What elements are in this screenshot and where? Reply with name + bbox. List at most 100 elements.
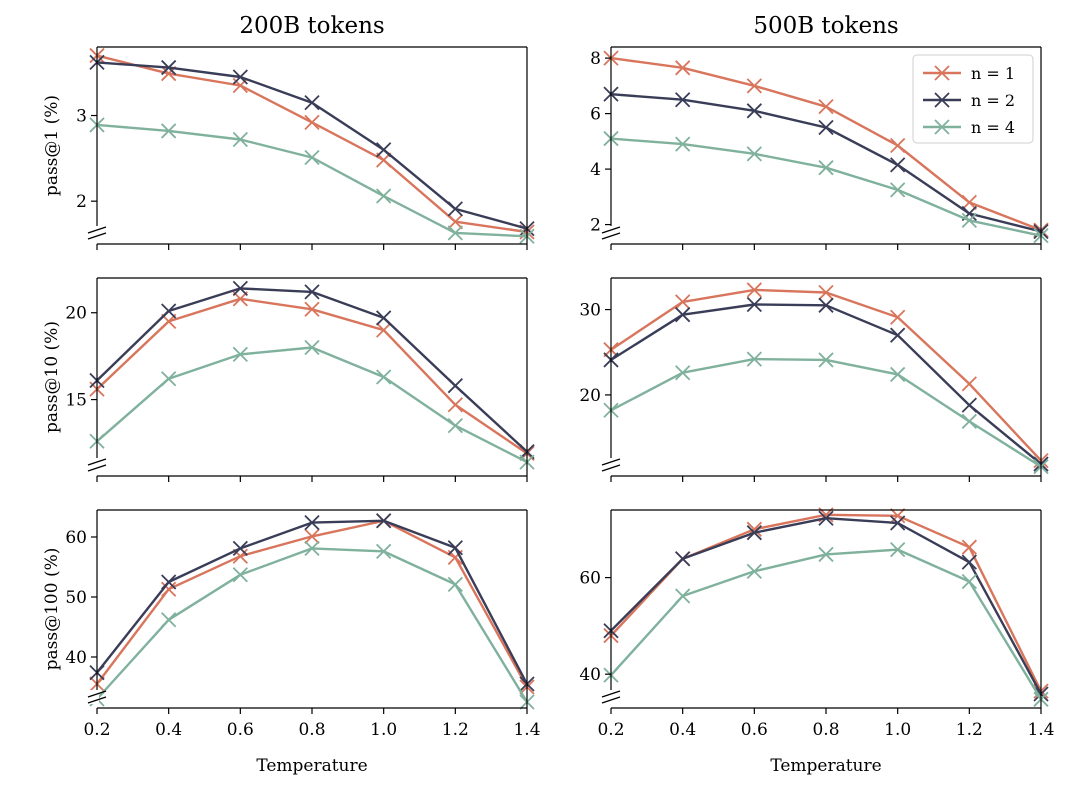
data-point-3-2-1: [675, 365, 691, 381]
y-tick-label-2-1: 20: [65, 304, 87, 324]
axis-break-mark-5-b: [601, 696, 621, 704]
data-point-0-2-4: [376, 188, 392, 204]
data-point-3-2-2: [746, 351, 762, 367]
axis-break-mark-3-b: [601, 464, 621, 472]
data-point-1-2-5: [961, 212, 977, 229]
data-point-1-2-1: [675, 136, 691, 152]
data-point-2-1-2: [232, 280, 248, 297]
data-point-0-0-3: [304, 114, 320, 131]
x-tick-label-4-5: 1.2: [442, 720, 469, 740]
x-axis-label-5: Temperature: [770, 756, 881, 776]
legend-marker-0: [934, 65, 950, 81]
axis-break-mark-0-a: [87, 226, 107, 234]
x-axis-label-4: Temperature: [256, 756, 367, 776]
axis-break-mark-0-b: [87, 232, 107, 240]
axis-break-mark-2-b: [87, 464, 107, 472]
data-point-2-1-3: [304, 284, 320, 300]
panel-title-0: 200B tokens: [239, 13, 384, 39]
data-point-1-1-3: [818, 119, 834, 136]
x-tick-label-4-3: 0.8: [298, 720, 325, 740]
x-tick-label-4-6: 1.4: [513, 720, 540, 740]
data-point-2-2-2: [232, 346, 248, 363]
data-point-3-0-1: [675, 294, 691, 310]
data-point-0-2-5: [447, 225, 463, 241]
x-tick-label-4-1: 0.4: [155, 720, 182, 740]
axis-break-mark-1-a: [601, 226, 621, 234]
data-point-1-0-5: [961, 194, 977, 211]
series-line-1-2: [610, 137, 1042, 237]
data-point-4-1-2: [232, 540, 248, 557]
panel-title-1: 500B tokens: [753, 13, 898, 39]
y-tick-label-5-0: 40: [579, 665, 601, 685]
data-point-3-1-2: [746, 296, 762, 313]
data-point-2-2-1: [161, 371, 177, 387]
data-point-5-1-4: [890, 515, 906, 531]
legend-marker-2: [934, 119, 950, 135]
data-point-4-2-1: [161, 612, 177, 628]
data-point-3-0-2: [746, 282, 762, 298]
data-point-2-1-5: [447, 378, 463, 394]
series-line-0-0: [96, 54, 528, 234]
data-point-5-1-3: [818, 510, 834, 526]
axis-break-mark-3-a: [601, 458, 621, 466]
data-point-4-1-4: [376, 513, 392, 529]
data-point-4-0-1: [161, 581, 177, 597]
legend-label-2: n = 4: [971, 118, 1015, 137]
y-tick-label-1-0: 2: [590, 216, 601, 236]
data-point-4-1-1: [161, 574, 177, 590]
data-point-5-2-3: [818, 546, 834, 563]
series-line-2-1: [96, 287, 528, 453]
axis-break-mark-4-b: [87, 696, 107, 704]
data-point-4-2-3: [304, 540, 320, 557]
data-point-1-0-4: [890, 137, 906, 154]
data-point-2-1-4: [376, 310, 392, 326]
legend-marker-1: [934, 92, 950, 108]
data-point-3-1-3: [818, 297, 834, 313]
data-point-5-0-5: [961, 539, 977, 555]
data-point-3-2-4: [890, 366, 906, 383]
legend-label-0: n = 1: [971, 64, 1015, 83]
series-line-0-1: [96, 61, 528, 230]
series-line-4-0: [96, 519, 529, 688]
x-tick-label-5-4: 1.0: [884, 720, 911, 740]
data-point-4-1-3: [304, 514, 320, 531]
data-point-1-1-4: [890, 157, 906, 173]
data-point-5-1-1: [675, 551, 691, 567]
data-point-4-2-5: [447, 576, 463, 593]
x-tick-label-4-4: 1.0: [370, 720, 397, 740]
data-point-5-1-2: [746, 525, 762, 541]
data-point-5-2-2: [746, 563, 762, 579]
data-point-2-0-5: [447, 397, 463, 413]
series-line-2-2: [96, 346, 528, 464]
data-point-4-2-2: [232, 567, 248, 583]
data-point-2-0-3: [304, 301, 320, 317]
data-point-3-0-4: [890, 309, 906, 325]
x-tick-label-5-6: 1.4: [1027, 720, 1054, 740]
data-point-5-2-1: [675, 588, 691, 604]
y-axis-label-0: pass@1 (%): [42, 95, 62, 196]
data-point-1-2-2: [746, 146, 762, 162]
y-tick-label-2-0: 15: [65, 391, 87, 411]
legend-label-1: n = 2: [971, 91, 1015, 110]
data-point-0-1-1: [161, 59, 177, 76]
x-tick-label-5-3: 0.8: [812, 720, 839, 740]
series-line-5-1: [610, 517, 1043, 695]
y-axis-label-2: pass@10 (%): [42, 321, 62, 433]
data-point-5-0-4: [890, 508, 906, 524]
y-tick-label-4-2: 60: [65, 528, 87, 548]
y-tick-label-1-1: 4: [590, 160, 601, 180]
y-axis-label-4: pass@100 (%): [42, 548, 62, 671]
y-tick-label-0-0: 2: [76, 192, 87, 212]
axis-break-mark-5-a: [601, 690, 621, 698]
data-point-3-2-3: [818, 352, 834, 368]
series-line-0-2: [96, 123, 528, 238]
y-tick-label-5-1: 60: [579, 569, 601, 589]
x-tick-label-4-2: 0.6: [227, 720, 254, 740]
x-tick-label-5-2: 0.6: [741, 720, 768, 740]
data-point-3-0-5: [961, 376, 977, 392]
data-point-0-1-3: [304, 95, 320, 111]
data-point-0-2-2: [232, 131, 248, 148]
x-tick-label-5-0: 0.2: [597, 720, 624, 740]
data-point-0-1-4: [376, 142, 392, 158]
data-point-3-2-5: [961, 413, 977, 430]
